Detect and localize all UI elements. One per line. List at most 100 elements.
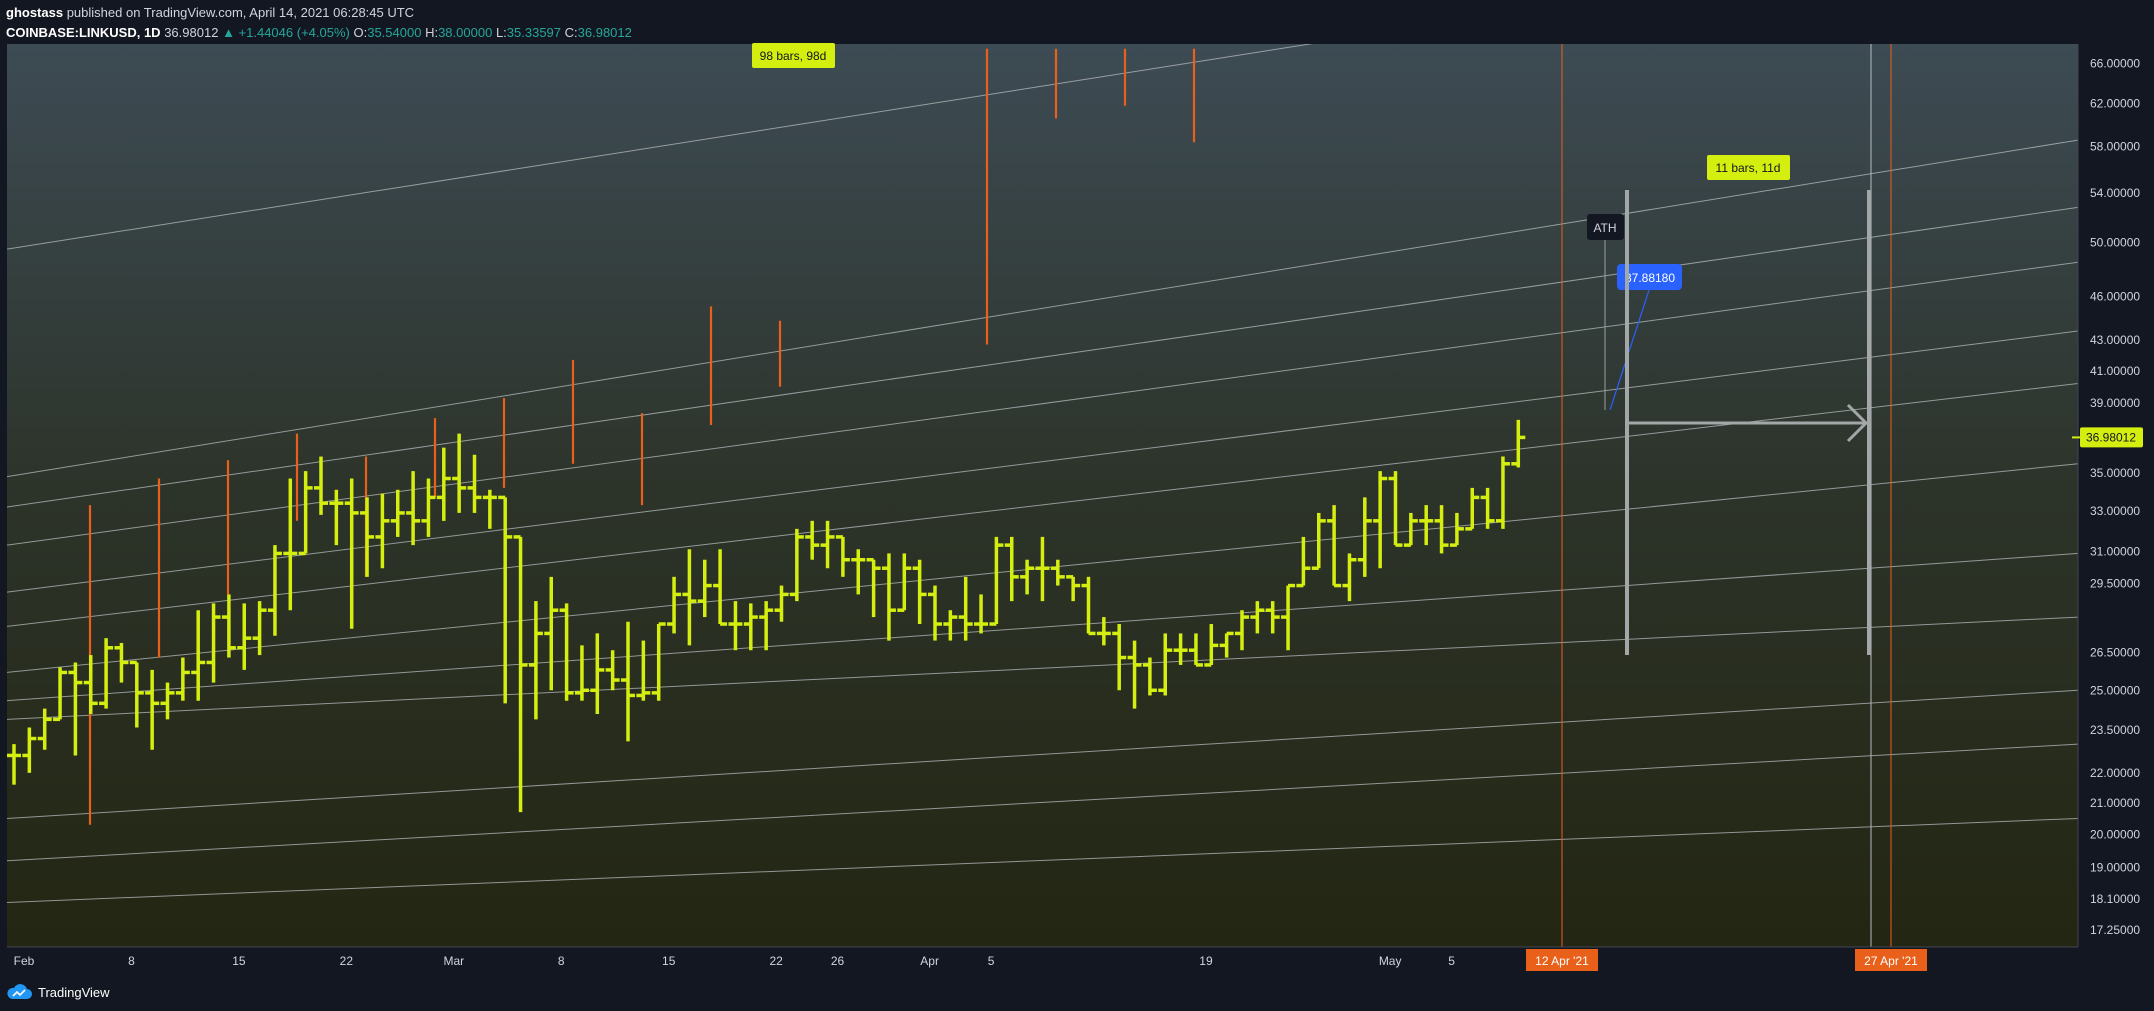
time-tick-label: 22: [340, 954, 354, 968]
ohlc-bar: [1096, 617, 1111, 646]
ohlc-bar: [928, 585, 942, 641]
ohlc-bar: [835, 535, 850, 577]
ohlc-bar: [498, 495, 513, 704]
ohlc-bar: [1311, 512, 1326, 570]
price-tick-label: 66.00000: [2090, 56, 2140, 70]
ohlc-bar: [283, 478, 298, 611]
ohlc-bar: [805, 520, 820, 560]
time-highlight-label: 12 Apr '21: [1535, 954, 1589, 968]
ohlc-bar: [697, 559, 712, 618]
low-label: L:: [495, 25, 507, 40]
ohlc-bar: [728, 601, 743, 651]
current-price-tag-box: [2080, 427, 2143, 448]
price-tick-label: 54.00000: [2090, 186, 2140, 200]
time-axis[interactable]: Feb 8 15 22 Mar 8 15 22 26 Apr 5 19 May 5 12 Apr '21 27…: [0, 946, 2154, 975]
ohlc-bar: [68, 662, 83, 756]
ohlc-bar: [1342, 553, 1357, 602]
ohlc-bar: [99, 638, 114, 709]
time-tick-label: 15: [232, 954, 246, 968]
time-tick-label: 22: [769, 954, 783, 968]
ohlc-bar: [1296, 536, 1311, 588]
ohlc-bar: [1081, 576, 1096, 636]
time-highlight-box: [1855, 949, 1927, 971]
author-name[interactable]: ghostass: [6, 5, 64, 20]
ohlc-bar: [989, 536, 1004, 626]
ohlc-bar: [1235, 610, 1249, 651]
ohlc-bar: [636, 640, 651, 701]
ohlc-bar: [1250, 601, 1265, 634]
ohlc-bar: [1265, 601, 1280, 634]
ohlc-bar: [667, 576, 682, 634]
tradingview-brand[interactable]: TradingView: [38, 984, 110, 1000]
price-tick-label: 58.00000: [2090, 140, 2140, 154]
publish-info: published on TradingView.com, April 14, …: [66, 5, 415, 20]
ohlc-bar: [1327, 505, 1342, 588]
ohlc-bar: [1373, 471, 1388, 569]
ohlc-bar: [1219, 631, 1234, 658]
ohlc-bar: [221, 594, 236, 658]
range-label-98: 98 bars, 98d: [760, 49, 827, 63]
ohlc-bar: [958, 576, 973, 641]
ohlc-bar: [329, 489, 344, 546]
ohlc-bar: [943, 610, 958, 641]
ohlc-bar: [467, 454, 482, 513]
ohlc-bar: [774, 585, 789, 622]
symbol-name[interactable]: COINBASE:LINKUSD, 1D: [6, 25, 161, 40]
price-axis-background: [2078, 44, 2154, 947]
ohlc-bar: [206, 603, 221, 683]
price-tick-label: 26.50000: [2090, 646, 2140, 660]
ohlc-bar: [22, 727, 37, 773]
low-value: 35.33597: [506, 25, 562, 40]
price-callout-box[interactable]: [1617, 264, 1682, 290]
callout-leader-line: [1609, 286, 1651, 411]
range-label-11-box: [1707, 155, 1790, 180]
ohlc-bar: [1388, 471, 1403, 547]
ath-label: ATH: [1593, 221, 1616, 235]
channel-line: [7, 552, 2078, 702]
ohlc-bar: [314, 456, 328, 515]
ohlc-bar: [7, 744, 21, 785]
ohlc-bar: [267, 545, 282, 636]
ohlc-bar: [1188, 633, 1203, 667]
time-tick-label: Apr: [920, 954, 939, 968]
chart-header: ghostass published on TradingView.com, A…: [6, 3, 632, 43]
ohlc-bar: [53, 667, 68, 722]
time-highlight-label: 27 Apr '21: [1864, 954, 1918, 968]
last-price: 36.98012: [164, 25, 219, 40]
price-tick-label: 35.00000: [2090, 466, 2140, 480]
ohlc-bar: [820, 520, 835, 569]
ohlc-bar: [851, 549, 866, 595]
ohlc-bar: [897, 553, 912, 612]
time-tick-label: 5: [1448, 954, 1455, 968]
price-tick-label: 18.10000: [2090, 892, 2140, 906]
ohlc-bar: [713, 549, 728, 626]
ohlc-bar: [298, 471, 313, 556]
price-axis[interactable]: 66.00000 62.00000 58.00000 54.00000 50.00000…: [2077, 44, 2154, 947]
ohlc-bar: [1449, 512, 1464, 547]
range-label-11: 11 bars, 11d: [1716, 161, 1781, 175]
ohlc-bar: [651, 622, 666, 701]
ohlc-bar: [390, 489, 405, 537]
ohlc-bar: [436, 447, 451, 521]
tradingview-cloud-icon: [7, 984, 32, 999]
ohlc-bars: [7, 419, 1526, 813]
ohlc-bar: [452, 433, 467, 513]
ohlc-bar: [544, 576, 559, 691]
ohlc-bar: [974, 594, 989, 634]
price-tick-label: 33.00000: [2090, 504, 2140, 518]
high-label: H:: [425, 25, 439, 40]
channel-line: [7, 689, 2078, 819]
current-price-tag: 36.98012: [2072, 427, 2143, 448]
close-label: C:: [564, 25, 578, 40]
ath-badge[interactable]: [1587, 214, 1624, 240]
price-tick-label: 31.00000: [2090, 544, 2140, 558]
ohlc-bar: [175, 657, 190, 701]
close-value: 36.98012: [577, 25, 632, 40]
ohlc-bar: [191, 610, 206, 701]
open-value: 35.54000: [367, 25, 422, 40]
channel-line: [7, 743, 2078, 862]
channel-line: [7, 44, 1314, 250]
channel-line: [7, 206, 2078, 508]
ohlc-bar: [621, 621, 635, 742]
